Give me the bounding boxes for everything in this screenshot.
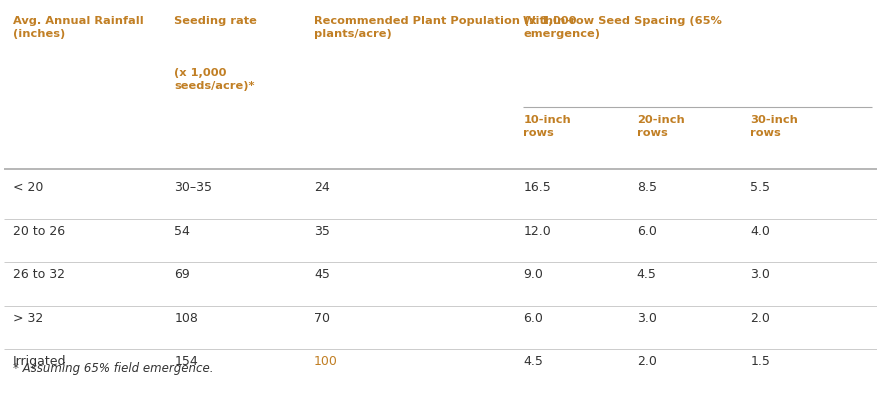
Text: 2.0: 2.0 xyxy=(637,355,656,368)
Text: 70: 70 xyxy=(314,312,330,325)
Text: * Assuming 65% field emergence.: * Assuming 65% field emergence. xyxy=(13,362,213,375)
Text: 6.0: 6.0 xyxy=(523,312,544,325)
Text: 108: 108 xyxy=(174,312,198,325)
Text: 16.5: 16.5 xyxy=(523,181,552,194)
Text: 9.0: 9.0 xyxy=(523,268,544,281)
Text: 4.5: 4.5 xyxy=(523,355,544,368)
Text: 30-inch
rows: 30-inch rows xyxy=(751,115,798,138)
Text: 5.5: 5.5 xyxy=(751,181,770,194)
Text: 30–35: 30–35 xyxy=(174,181,212,194)
Text: < 20: < 20 xyxy=(13,181,43,194)
Text: Avg. Annual Rainfall
(inches): Avg. Annual Rainfall (inches) xyxy=(13,16,144,39)
Text: Recommended Plant Population (x 1,000
plants/acre): Recommended Plant Population (x 1,000 pl… xyxy=(314,16,576,39)
Text: 3.0: 3.0 xyxy=(751,268,770,281)
Text: (x 1,000
seeds/acre)*: (x 1,000 seeds/acre)* xyxy=(174,68,255,91)
Text: 35: 35 xyxy=(314,225,329,237)
Text: 12.0: 12.0 xyxy=(523,225,552,237)
Text: 45: 45 xyxy=(314,268,329,281)
Text: 20-inch
rows: 20-inch rows xyxy=(637,115,685,138)
Text: 1.5: 1.5 xyxy=(751,355,770,368)
Text: Seeding rate: Seeding rate xyxy=(174,16,257,26)
Text: 26 to 32: 26 to 32 xyxy=(13,268,65,281)
Text: Irrigated: Irrigated xyxy=(13,355,66,368)
Text: 54: 54 xyxy=(174,225,190,237)
Text: 8.5: 8.5 xyxy=(637,181,657,194)
Text: 3.0: 3.0 xyxy=(637,312,656,325)
Text: 2.0: 2.0 xyxy=(751,312,770,325)
Text: > 32: > 32 xyxy=(13,312,43,325)
Text: 69: 69 xyxy=(174,268,190,281)
Text: 100: 100 xyxy=(314,355,337,368)
Text: 6.0: 6.0 xyxy=(637,225,656,237)
Text: 4.0: 4.0 xyxy=(751,225,770,237)
Text: 20 to 26: 20 to 26 xyxy=(13,225,65,237)
Text: 10-inch
rows: 10-inch rows xyxy=(523,115,571,138)
Text: 154: 154 xyxy=(174,355,198,368)
Text: 24: 24 xyxy=(314,181,329,194)
Text: Within-row Seed Spacing (65%
emergence): Within-row Seed Spacing (65% emergence) xyxy=(523,16,722,39)
Text: 4.5: 4.5 xyxy=(637,268,656,281)
